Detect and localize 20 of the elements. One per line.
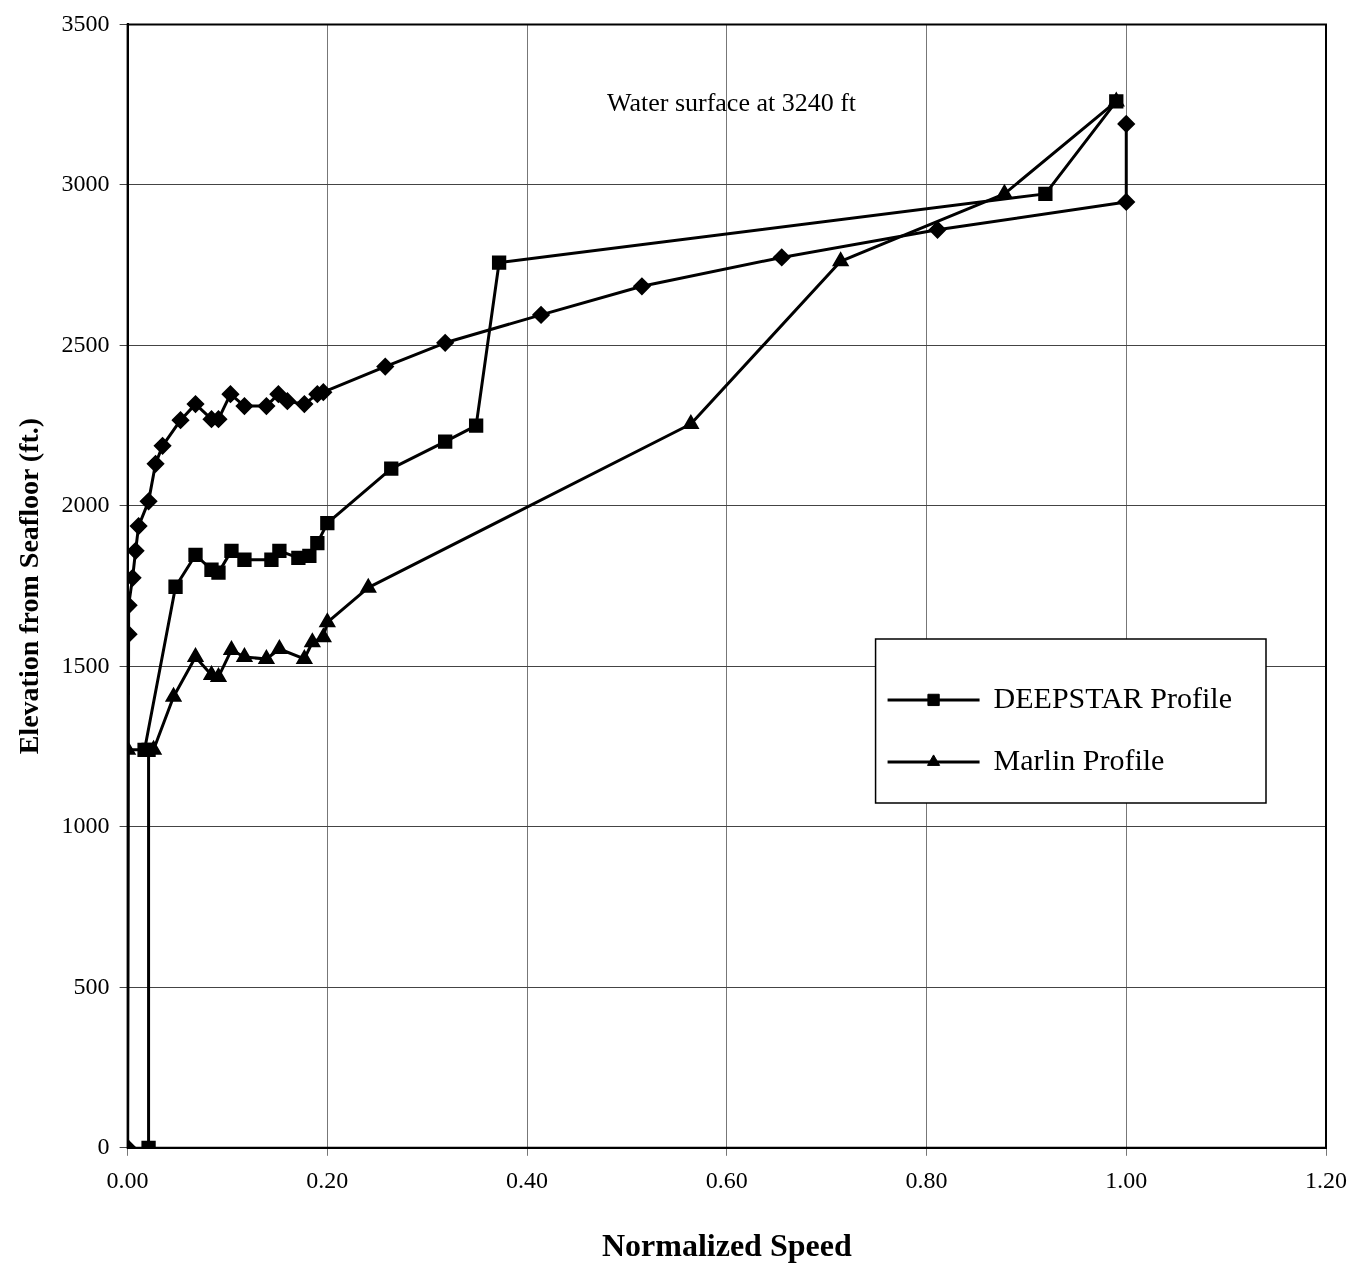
- y-axis-title: Elevation from Seafloor (ft.): [13, 417, 45, 755]
- x-tick-label: 0.80: [905, 1167, 948, 1194]
- x-tick-label: 0.60: [705, 1167, 748, 1194]
- legend-label: DEEPSTAR Profile: [993, 680, 1232, 714]
- x-tick-label: 0.20: [306, 1167, 349, 1194]
- legend-label: Marlin Profile: [993, 742, 1165, 776]
- annotation: Water surface at 3240 ft: [606, 88, 857, 118]
- x-tick-label: 0.00: [106, 1167, 149, 1194]
- x-tick-label: 1.20: [1305, 1167, 1347, 1194]
- y-tick-label: 2500: [61, 330, 110, 357]
- x-tick-label: 1.00: [1105, 1167, 1148, 1194]
- y-tick-label: 1000: [61, 812, 110, 839]
- y-tick-label: 3000: [61, 170, 110, 197]
- y-tick-label: 3500: [61, 9, 110, 36]
- y-tick-label: 500: [73, 972, 110, 999]
- y-tick-label: 2000: [61, 491, 110, 518]
- y-tick-label: 1500: [61, 651, 110, 678]
- x-axis-title: Normalized Speed: [601, 1227, 852, 1264]
- x-tick-label: 0.40: [506, 1167, 549, 1194]
- y-tick-label: 0: [97, 1133, 110, 1160]
